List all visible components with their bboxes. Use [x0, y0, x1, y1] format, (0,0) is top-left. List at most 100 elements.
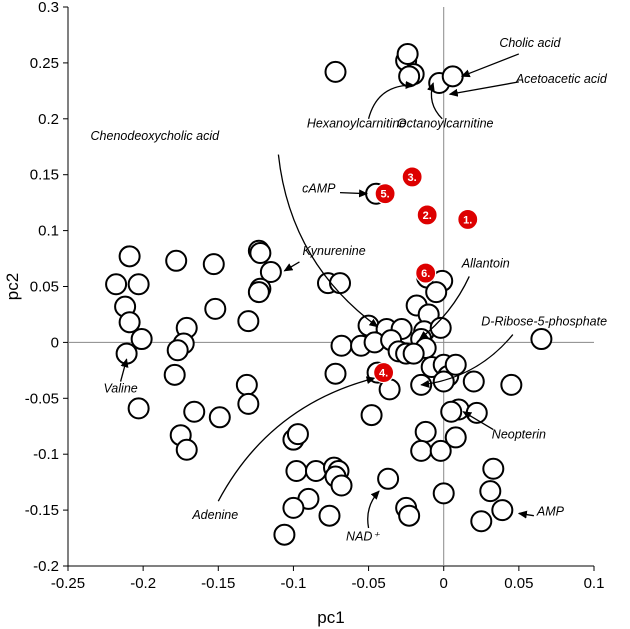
- y-tick-label: 0.1: [38, 223, 59, 240]
- data-point: [273, 523, 296, 546]
- annotation-label: Hexanoylcarnitine: [307, 117, 406, 131]
- annotation-label: Valine: [103, 382, 137, 396]
- annotation-arrow: [217, 376, 376, 502]
- annotation-label: Adenine: [191, 508, 238, 522]
- annotation-label: Chenodeoxycholic acid: [91, 129, 221, 143]
- data-point: [237, 310, 260, 333]
- data-point: [208, 406, 231, 429]
- highlight-point: [416, 204, 438, 226]
- annotation-arrow: [367, 490, 380, 529]
- data-point: [482, 457, 505, 480]
- x-axis-title: pc1: [317, 608, 344, 627]
- annotation-label: Cholic acid: [499, 36, 561, 50]
- annotation-label: cAMP: [302, 182, 336, 196]
- annotation-arrow: [418, 276, 470, 340]
- data-point: [444, 426, 467, 449]
- highlight-point: [374, 183, 396, 205]
- data-point: [286, 423, 309, 446]
- data-point: [237, 392, 260, 415]
- y-tick-label: -0.2: [33, 558, 59, 575]
- data-point: [175, 438, 198, 461]
- data-point: [127, 397, 150, 420]
- y-tick-label: -0.15: [25, 502, 59, 519]
- data-point: [204, 297, 227, 320]
- data-point: [118, 311, 141, 334]
- highlighted-points: 1. 2. 3. 4. 5. 6.: [373, 166, 479, 384]
- highlight-point: [457, 208, 479, 231]
- x-tick-label: -0.1: [280, 575, 306, 592]
- data-point: [304, 459, 327, 482]
- data-point: [432, 370, 455, 393]
- x-tick-label: -0.15: [201, 575, 235, 592]
- data-point: [530, 328, 553, 351]
- annotation-label: AMP: [536, 505, 565, 519]
- highlight-point-label: 1.: [463, 214, 472, 226]
- y-tick-label: 0.25: [30, 55, 59, 72]
- data-point: [470, 510, 493, 533]
- data-point: [410, 439, 433, 462]
- annotation-arrow: [427, 82, 443, 120]
- highlight-point: [401, 166, 423, 188]
- annotation-arrow: [283, 261, 300, 272]
- data-point: [202, 253, 225, 276]
- y-tick-label: -0.05: [25, 390, 59, 407]
- data-point: [235, 373, 258, 396]
- highlight-point-label: 4.: [379, 368, 388, 380]
- data-point: [429, 439, 452, 462]
- y-tick-label: 0.2: [38, 111, 59, 128]
- data-point: [118, 245, 141, 268]
- data-point: [441, 65, 464, 88]
- annotation-label: Allantoin: [461, 256, 510, 270]
- annotation-arrow: [339, 189, 369, 198]
- highlight-point-label: 6.: [421, 268, 430, 280]
- annotation-label: NAD⁺: [346, 529, 380, 543]
- x-tick-label: -0.25: [51, 575, 85, 592]
- annotation-arrow: [119, 358, 129, 382]
- annotation-arrow: [462, 411, 494, 431]
- x-tick-label: -0.05: [351, 575, 385, 592]
- annotation-label: Octanoylcarnitine: [397, 117, 494, 131]
- data-point: [360, 404, 383, 427]
- data-point: [183, 400, 206, 423]
- data-point: [479, 480, 502, 503]
- axes: -0.25 -0.2 -0.15 -0.1 -0.05 0 0.05 0.1-0.2-0.15…: [3, 0, 604, 627]
- data-point: [282, 496, 305, 519]
- data-point: [500, 373, 523, 396]
- data-point: [130, 328, 153, 351]
- y-tick-label: 0.15: [30, 167, 59, 184]
- data-point: [425, 281, 448, 304]
- data-points: [105, 42, 553, 546]
- annotation-label: Kynurenine: [302, 244, 365, 258]
- annotation-arrow: [448, 81, 519, 97]
- x-tick-label: 0.05: [504, 575, 533, 592]
- annotation-label: Acetoacetic acid: [515, 72, 608, 86]
- annotation-arrow: [517, 510, 534, 519]
- y-tick-label: 0.05: [30, 279, 59, 296]
- annotation-arrows: [119, 53, 534, 529]
- data-point: [259, 260, 282, 283]
- data-point: [330, 474, 353, 497]
- y-axis-title: pc2: [3, 273, 22, 300]
- data-point: [330, 334, 353, 357]
- data-point: [432, 482, 455, 505]
- highlight-point-label: 2.: [423, 210, 432, 222]
- data-point: [402, 342, 425, 365]
- highlight-point: [373, 361, 395, 384]
- data-point: [324, 60, 347, 83]
- data-point: [398, 504, 421, 527]
- x-tick-label: 0: [440, 575, 448, 592]
- annotation-label: Neopterin: [492, 428, 546, 442]
- highlight-point: [415, 262, 437, 284]
- annotation-arrow: [367, 80, 415, 119]
- data-point: [440, 400, 463, 423]
- highlight-point-label: 5.: [381, 189, 390, 201]
- data-point: [329, 272, 352, 295]
- data-point: [324, 362, 347, 385]
- data-point: [396, 42, 419, 65]
- annotations: Cholic acid Acetoacetic acid Hexanoylcarni…: [91, 36, 608, 543]
- annotation-arrow: [460, 53, 520, 78]
- data-point: [163, 363, 186, 386]
- data-point: [491, 499, 514, 522]
- data-point: [166, 339, 189, 362]
